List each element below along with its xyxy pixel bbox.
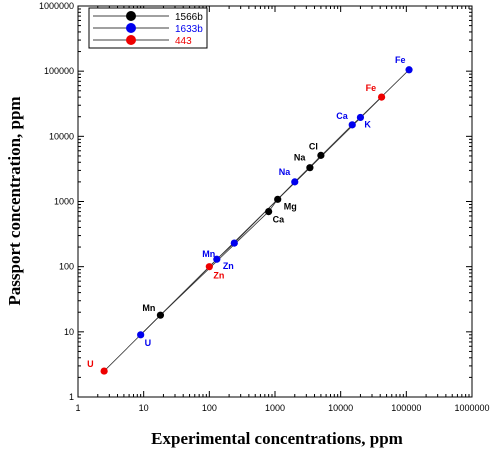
point-label-1633b-K: K <box>364 119 371 129</box>
x-tick-label: 1000 <box>265 403 285 413</box>
point-label-1566b-Ca: Ca <box>273 215 285 225</box>
x-tick-label: 100000 <box>391 403 421 413</box>
y-tick-label: 1 <box>69 392 74 402</box>
x-tick-labels: 1 10 100 1000 10000 100000 1000000 <box>75 403 489 413</box>
data-point-1633b-U <box>137 331 145 339</box>
data-point-1633b-K <box>356 113 365 122</box>
series-line-443 <box>103 96 382 372</box>
point-label-1633b-Zn: Zn <box>223 261 234 271</box>
point-label-1633b-Mn: Mn <box>202 249 215 259</box>
data-point-1566b-Ca <box>265 207 273 216</box>
y-tick-labels: 1 10 100 1000 10000 100000 1000000 <box>39 1 74 402</box>
data-point-1633b-Na <box>291 178 299 186</box>
data-point-1566b-Na <box>306 164 314 172</box>
legend-label-443: 443 <box>175 36 192 47</box>
data-point-1566b-Mg <box>274 195 282 203</box>
legend-label-1633b: 1633b <box>175 24 203 35</box>
series-lines <box>103 69 410 372</box>
point-label-1566b-Mg: Mg <box>284 201 297 211</box>
data-points <box>100 66 413 375</box>
data-point-1633b-Ca <box>348 121 356 129</box>
data-point-443-Zn <box>205 263 213 271</box>
y-tick-label: 1000000 <box>39 1 74 11</box>
x-axis-title: Experimental concentrations, ppm <box>151 429 403 448</box>
legend-marker-1633b <box>126 23 136 33</box>
y-tick-label: 10000 <box>49 131 74 141</box>
point-label-443-Zn: Zn <box>213 271 224 281</box>
y-axis-title: Passport concentration, ppm <box>5 96 24 305</box>
point-label-443-Fe: Fe <box>366 83 377 93</box>
point-label-1566b-Mn: Mn <box>142 303 155 313</box>
y-tick-label: 100 <box>59 262 74 272</box>
point-label-1633b-Na: Na <box>279 167 291 177</box>
legend-marker-443 <box>126 35 136 45</box>
x-tick-label: 10000 <box>328 403 353 413</box>
x-tick-label: 10 <box>139 403 149 413</box>
y-tick-label: 1000 <box>54 197 74 207</box>
y-tick-label: 10 <box>64 327 74 337</box>
point-label-1566b-Na: Na <box>294 153 306 163</box>
x-tick-label: 100 <box>202 403 217 413</box>
legend-marker-1566b <box>126 11 136 21</box>
x-tick-label: 1000000 <box>454 403 489 413</box>
point-label-1633b-Ca: Ca <box>336 111 348 121</box>
x-tick-label: 1 <box>75 403 80 413</box>
legend-label-1566b: 1566b <box>175 12 203 23</box>
data-point-443-U <box>100 367 108 375</box>
data-point-1566b-Mn <box>156 311 165 319</box>
data-point-1633b-Mn <box>230 239 238 247</box>
data-point-1633b-Fe <box>405 66 413 74</box>
y-tick-label: 100000 <box>44 66 74 76</box>
data-point-1633b-Zn <box>213 255 221 263</box>
point-label-1633b-U: U <box>145 338 152 348</box>
point-label-443-U: U <box>87 359 94 369</box>
point-label-1633b-Fe: Fe <box>395 55 406 65</box>
data-point-1566b-Cl <box>317 151 325 159</box>
data-point-443-Fe <box>377 93 386 101</box>
point-label-1566b-Cl: Cl <box>309 141 318 151</box>
